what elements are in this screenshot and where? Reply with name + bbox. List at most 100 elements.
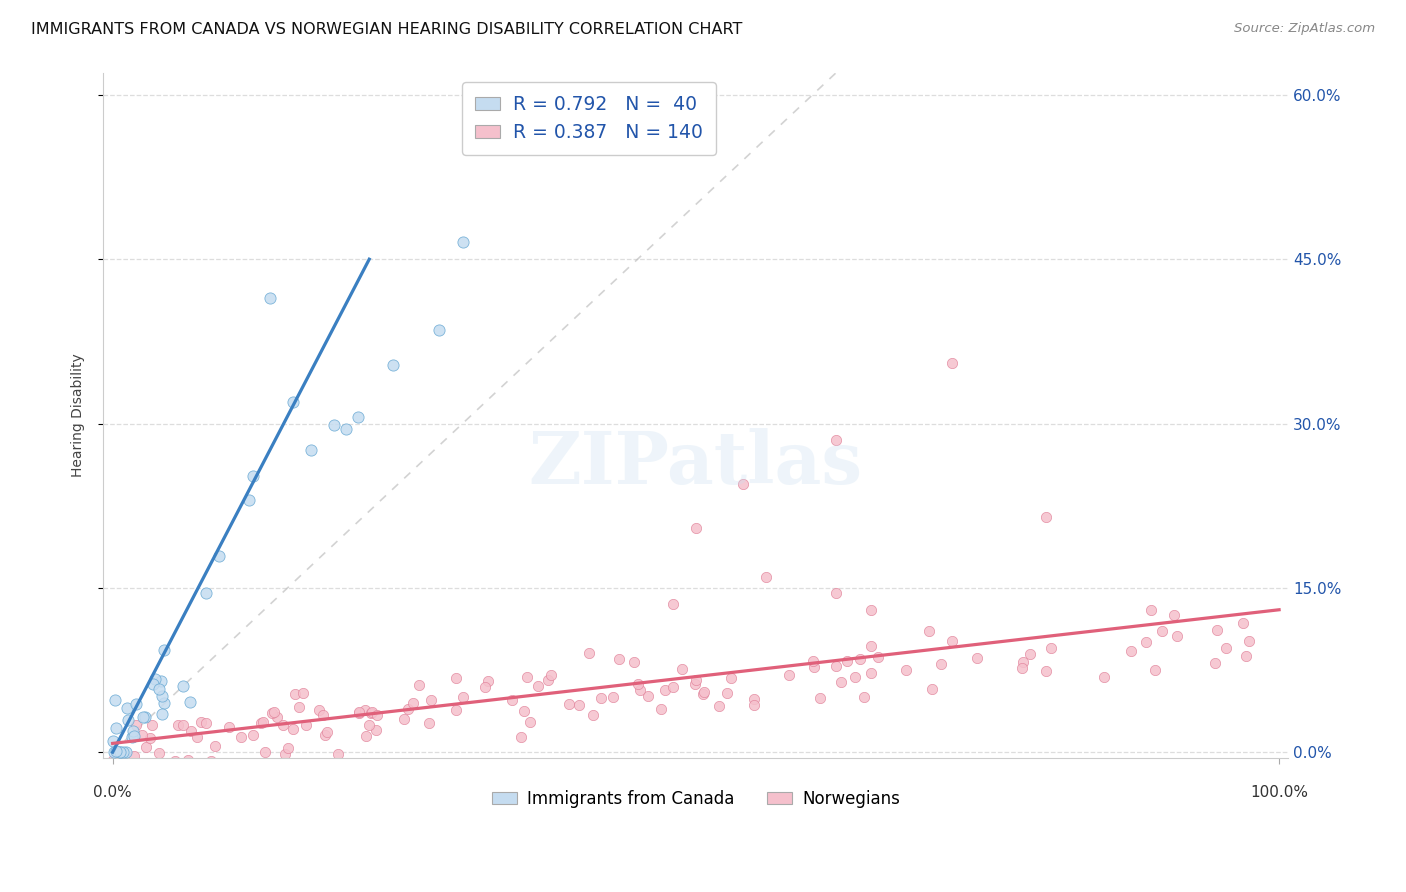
- Point: [104, 744, 127, 758]
- Point: [284, 687, 307, 701]
- Point: [451, 690, 474, 704]
- Point: [568, 698, 591, 713]
- Point: [1119, 644, 1142, 658]
- Point: [125, 718, 148, 732]
- Point: [607, 652, 630, 666]
- Point: [671, 662, 693, 676]
- Point: [623, 655, 645, 669]
- Point: [347, 705, 370, 719]
- Point: [360, 706, 382, 720]
- Point: [1012, 655, 1035, 669]
- Point: [381, 358, 404, 372]
- Point: [709, 698, 731, 713]
- Point: [124, 729, 146, 743]
- Point: [121, 723, 143, 738]
- Point: [742, 698, 765, 712]
- Point: [444, 703, 467, 717]
- Point: [311, 708, 333, 723]
- Point: [108, 745, 131, 759]
- Point: [929, 657, 952, 671]
- Point: [501, 693, 523, 707]
- Point: [167, 717, 190, 731]
- Legend: Immigrants from Canada, Norwegians: Immigrants from Canada, Norwegians: [485, 783, 907, 814]
- Point: [141, 718, 163, 732]
- Point: [396, 701, 419, 715]
- Point: [186, 730, 208, 744]
- Point: [637, 689, 659, 703]
- Point: [323, 417, 346, 432]
- Point: [149, 673, 172, 688]
- Point: [810, 690, 832, 705]
- Point: [250, 715, 273, 730]
- Point: [581, 707, 603, 722]
- Point: [153, 643, 176, 657]
- Point: [172, 680, 194, 694]
- Point: [1019, 647, 1042, 661]
- Point: [824, 586, 846, 600]
- Point: [824, 433, 846, 447]
- Point: [104, 721, 127, 735]
- Point: [692, 688, 714, 702]
- Point: [1239, 634, 1261, 648]
- Point: [558, 697, 581, 711]
- Point: [1143, 663, 1166, 677]
- Point: [1035, 664, 1057, 678]
- Point: [194, 586, 217, 600]
- Point: [259, 291, 281, 305]
- Point: [1135, 635, 1157, 649]
- Point: [853, 690, 876, 704]
- Point: [308, 703, 330, 717]
- Point: [1232, 616, 1254, 631]
- Point: [418, 715, 440, 730]
- Point: [849, 652, 872, 666]
- Point: [830, 675, 852, 690]
- Text: 0.0%: 0.0%: [93, 785, 132, 800]
- Point: [650, 702, 672, 716]
- Point: [150, 706, 173, 721]
- Point: [1166, 629, 1188, 643]
- Point: [131, 728, 153, 742]
- Point: [150, 689, 173, 703]
- Point: [148, 682, 170, 697]
- Point: [165, 754, 187, 768]
- Point: [859, 639, 882, 653]
- Point: [451, 235, 474, 250]
- Point: [683, 677, 706, 691]
- Point: [111, 745, 134, 759]
- Text: IMMIGRANTS FROM CANADA VS NORWEGIAN HEARING DISABILITY CORRELATION CHART: IMMIGRANTS FROM CANADA VS NORWEGIAN HEAR…: [31, 22, 742, 37]
- Point: [283, 394, 305, 409]
- Point: [177, 753, 200, 767]
- Y-axis label: Hearing Disability: Hearing Disability: [72, 353, 86, 477]
- Point: [277, 740, 299, 755]
- Point: [139, 731, 162, 746]
- Point: [204, 739, 226, 753]
- Point: [628, 683, 651, 698]
- Point: [693, 685, 716, 699]
- Point: [354, 729, 377, 743]
- Point: [242, 728, 264, 742]
- Point: [142, 677, 165, 691]
- Point: [394, 712, 416, 726]
- Point: [720, 672, 742, 686]
- Point: [803, 660, 825, 674]
- Point: [444, 671, 467, 685]
- Point: [602, 690, 624, 704]
- Point: [295, 718, 318, 732]
- Point: [242, 469, 264, 483]
- Point: [778, 667, 800, 681]
- Point: [366, 707, 388, 722]
- Point: [346, 410, 368, 425]
- Point: [266, 709, 288, 723]
- Point: [474, 680, 496, 694]
- Point: [335, 422, 357, 436]
- Point: [801, 654, 824, 668]
- Point: [626, 677, 648, 691]
- Point: [716, 686, 738, 700]
- Point: [122, 749, 145, 764]
- Point: [131, 756, 153, 771]
- Point: [519, 715, 541, 730]
- Point: [408, 678, 430, 692]
- Point: [859, 603, 882, 617]
- Text: Source: ZipAtlas.com: Source: ZipAtlas.com: [1234, 22, 1375, 36]
- Point: [540, 668, 562, 682]
